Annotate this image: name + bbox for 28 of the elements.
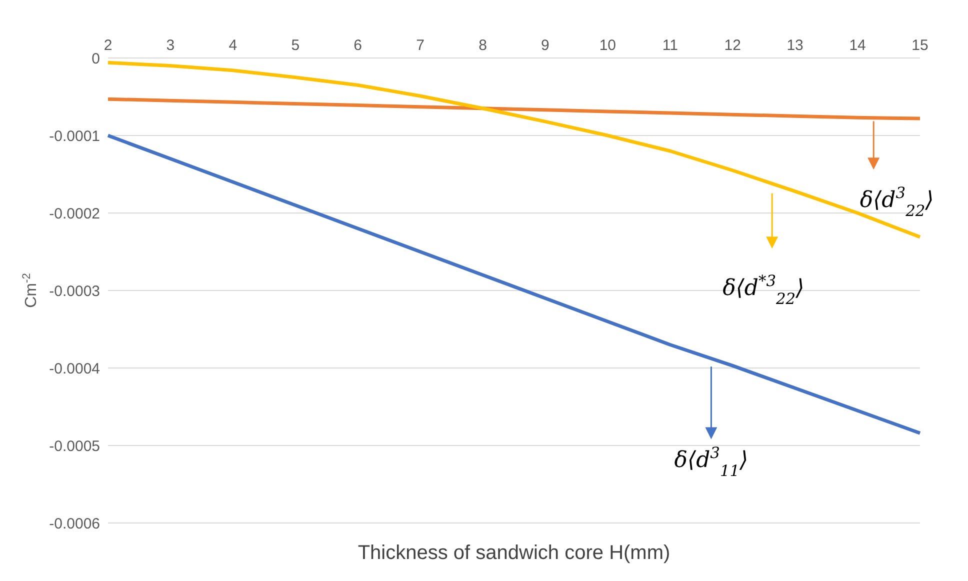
x-tick-label: 8 [478, 37, 487, 54]
x-tick-label: 3 [166, 37, 175, 54]
line-series [106, 60, 922, 239]
x-tick-label: 4 [228, 37, 238, 54]
line-series [106, 97, 922, 120]
y-tick-label: -0.0002 [49, 205, 100, 222]
y-tick-label: -0.0006 [49, 515, 100, 532]
y-tick-label: 0 [92, 50, 100, 68]
x-tick-label: 2 [104, 37, 112, 54]
y-tick-label: -0.0005 [49, 438, 100, 455]
x-tick-label: 5 [291, 37, 300, 54]
x-tick-label: 15 [912, 37, 928, 54]
line-series [106, 134, 922, 435]
x-tick-label: 13 [786, 37, 804, 54]
x-tick-label: 14 [849, 37, 866, 54]
legend-label: δ⟨d$^{*3}$$_{22}$⟩ [722, 272, 804, 308]
x-tick-label: 6 [354, 37, 362, 54]
y-tick-label: -0.0003 [49, 282, 100, 300]
x-axis-title: Thickness of sandwich core H(mm) [358, 542, 670, 564]
x-tick-label: 12 [724, 37, 741, 54]
x-tick-label: 11 [662, 37, 678, 54]
x-tick-label: 9 [541, 37, 550, 54]
legend-label: δ⟨d$^{3}$$_{22}$⟩ [860, 184, 934, 220]
y-tick-label: -0.0004 [49, 360, 100, 378]
x-tick-label: 10 [599, 37, 616, 54]
y-tick-label: -0.0001 [49, 128, 100, 145]
legend-label: δ⟨d$^{3}$$_{11}$⟩ [674, 444, 748, 480]
x-tick-label: 7 [416, 37, 424, 54]
